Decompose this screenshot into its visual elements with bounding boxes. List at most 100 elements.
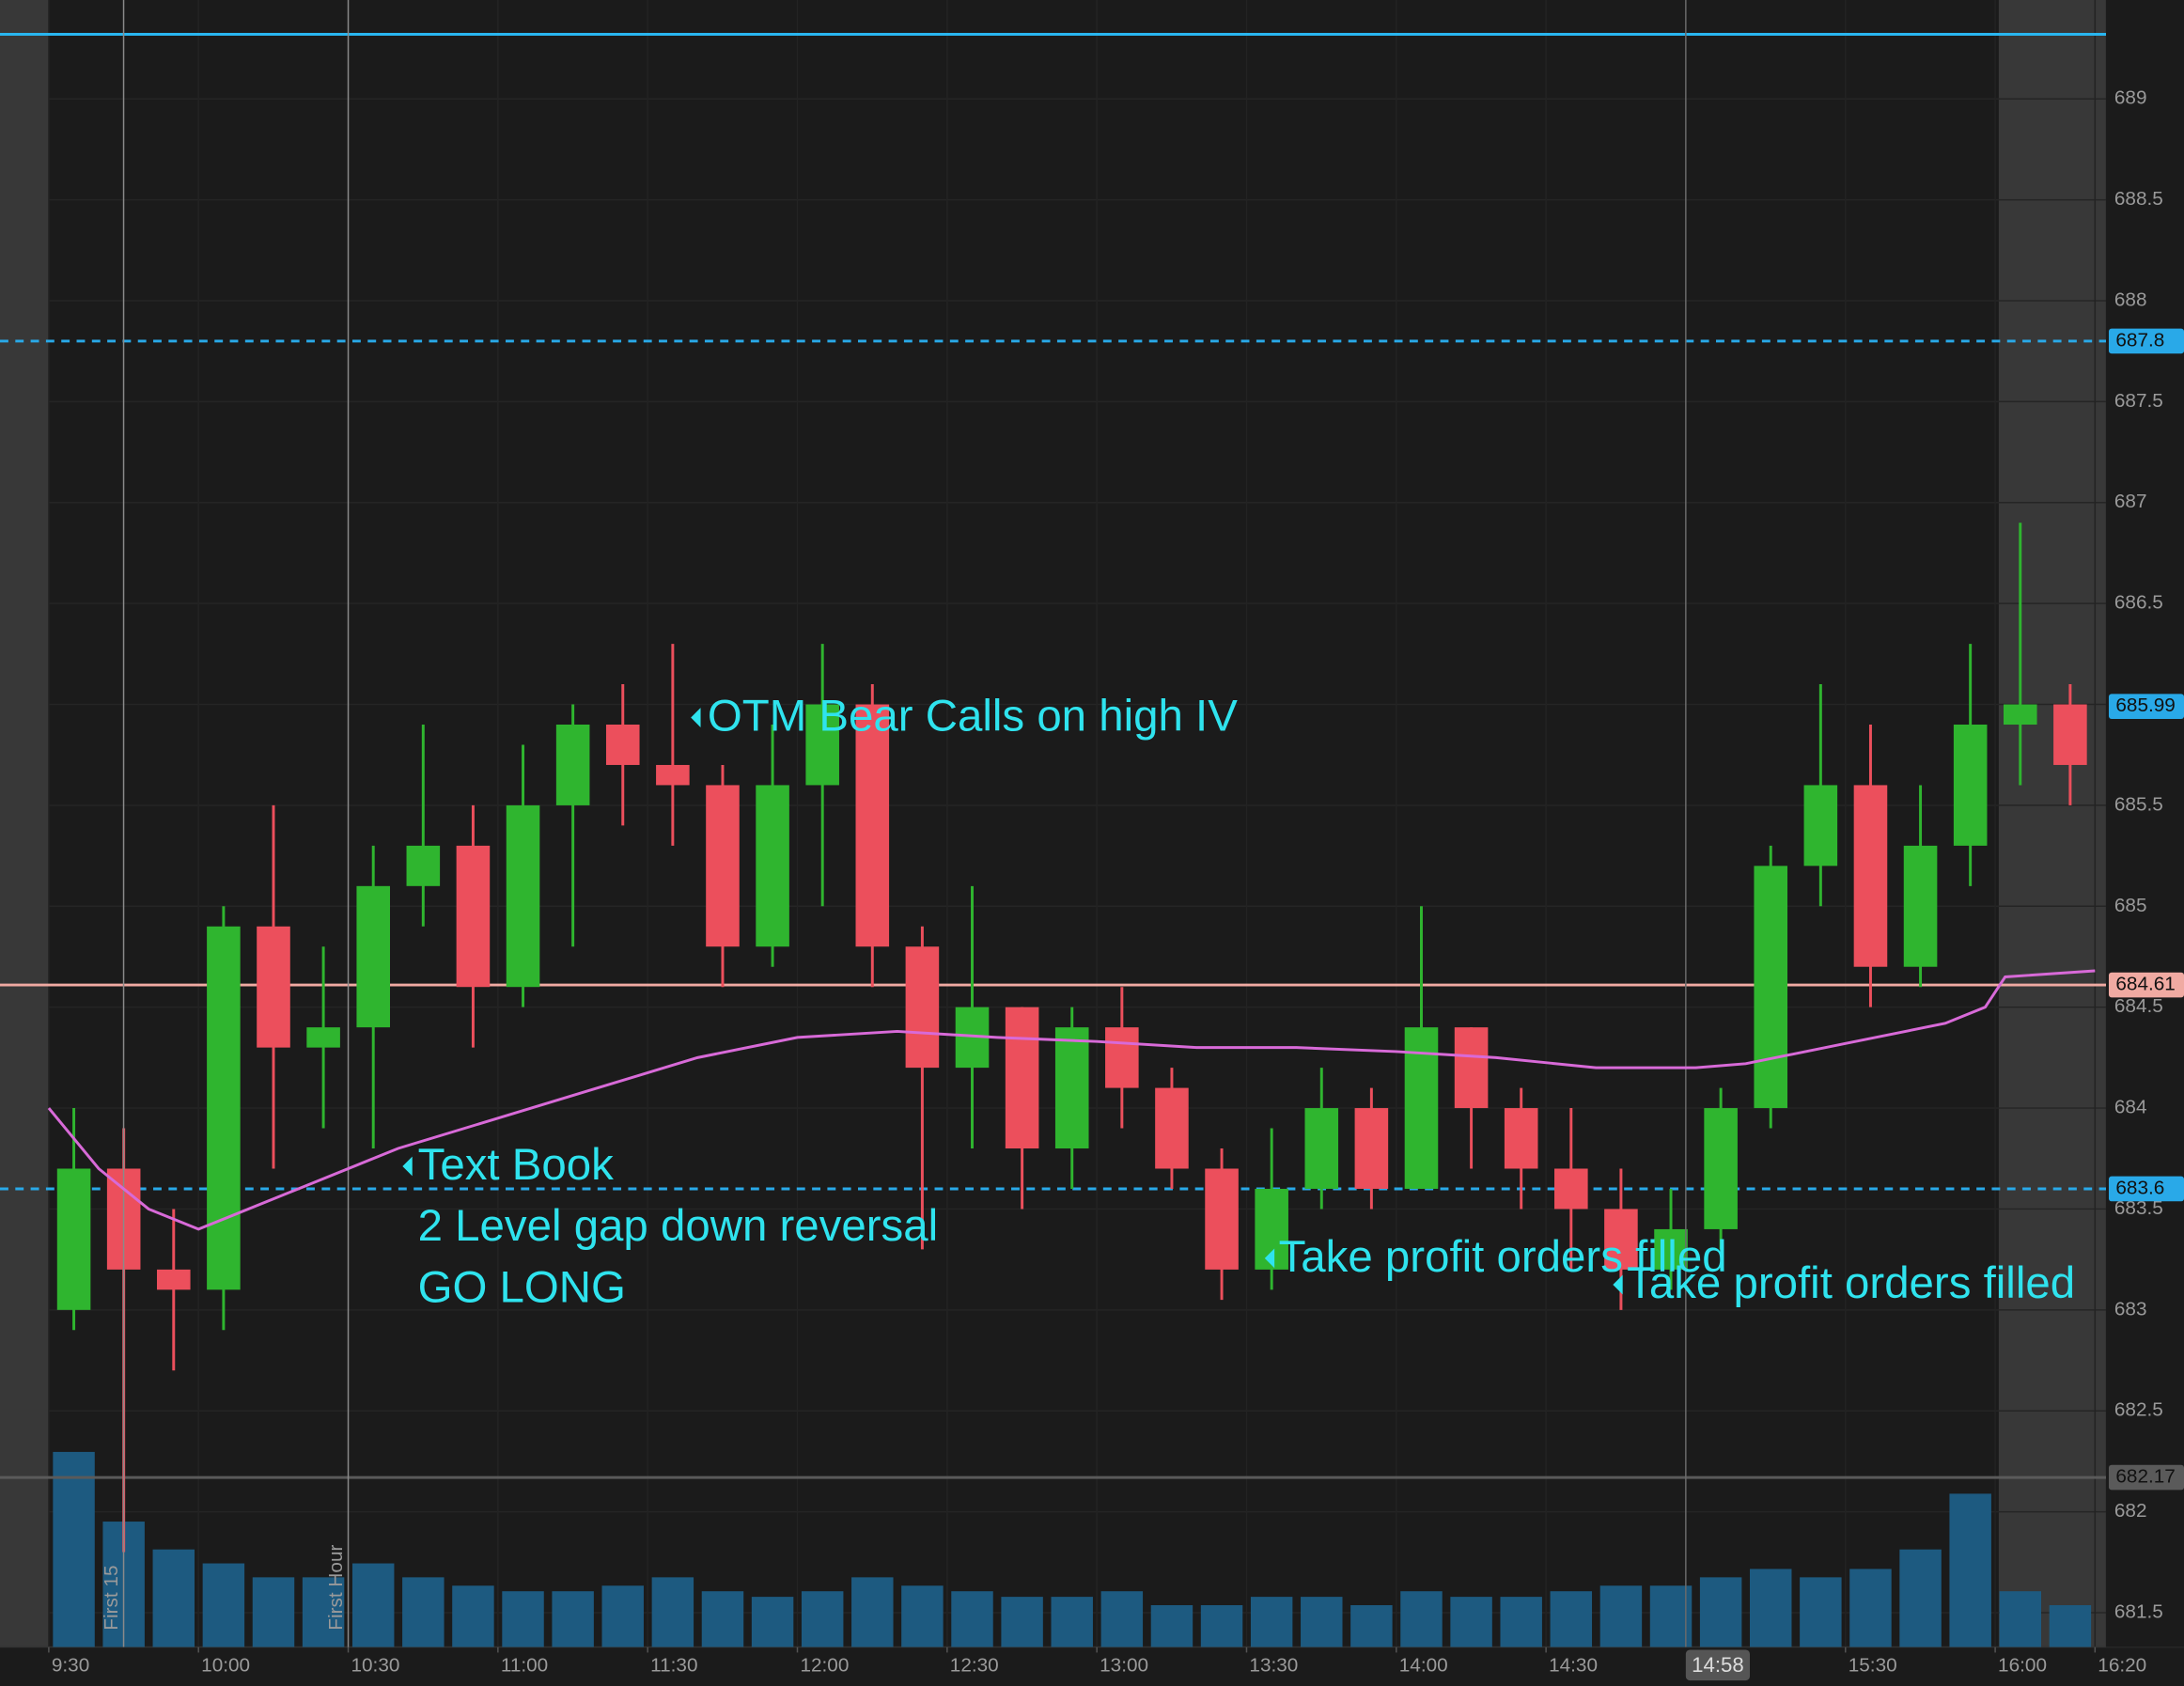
axes: 681.5 682 682.5 683 683.5 684 684.5 685 685.5 686… bbox=[48, 87, 2184, 1681]
volume-bar bbox=[1550, 1591, 1593, 1647]
overlay: First 15 First Hour bbox=[47, 0, 2096, 1647]
x-tick-label: 11:00 bbox=[501, 1655, 548, 1677]
y-tick-label: 682.5 bbox=[2114, 1399, 2163, 1421]
candle-body bbox=[756, 785, 789, 947]
price-tag-label: 684.61 bbox=[2115, 974, 2175, 995]
candle-body bbox=[456, 845, 491, 988]
annotation: Text Book bbox=[418, 1140, 614, 1190]
volume-bar bbox=[651, 1577, 694, 1647]
volume-bar bbox=[751, 1597, 794, 1647]
x-tick-label: 11:30 bbox=[650, 1655, 697, 1677]
y-tick-label: 685.5 bbox=[2114, 793, 2163, 815]
x-tick-label: 13:30 bbox=[1249, 1655, 1298, 1677]
annotation: Take profit orders filled bbox=[1627, 1258, 2075, 1308]
y-tick-label: 686.5 bbox=[2114, 592, 2163, 614]
price-tag-label: 683.6 bbox=[2115, 1177, 2164, 1198]
y-tick-label: 688.5 bbox=[2114, 188, 2163, 210]
candle-body bbox=[605, 725, 640, 765]
volume-bar bbox=[1949, 1493, 1991, 1647]
y-tick-label: 683 bbox=[2114, 1298, 2147, 1319]
x-tick-label: 10:00 bbox=[201, 1655, 250, 1677]
x-tick-label: 16:20 bbox=[2098, 1655, 2146, 1677]
candle-body bbox=[1054, 1027, 1089, 1149]
y-tick-label: 688 bbox=[2114, 289, 2147, 310]
annotation-marker bbox=[691, 708, 701, 727]
candle-body bbox=[356, 885, 390, 1028]
volume-bar bbox=[1400, 1591, 1443, 1647]
price-axis bbox=[2106, 0, 2184, 1647]
candle-body bbox=[257, 926, 290, 1048]
y-tick-label: 689 bbox=[2114, 87, 2147, 109]
candle-body bbox=[1554, 1168, 1588, 1210]
annotation-marker bbox=[1613, 1274, 1623, 1295]
candle-body bbox=[905, 946, 940, 1069]
candle-body bbox=[506, 804, 540, 988]
candle-body bbox=[1105, 1027, 1139, 1088]
volume-bar bbox=[1200, 1605, 1243, 1647]
x-tick-label: 9:30 bbox=[52, 1655, 89, 1677]
annotation: Take profit orders filled bbox=[1279, 1232, 1727, 1282]
volume-bar bbox=[1450, 1597, 1492, 1647]
last-price-tag bbox=[2108, 694, 2184, 720]
volume-bar bbox=[951, 1591, 993, 1647]
volume-bar bbox=[452, 1585, 494, 1647]
y-tick-label: 682 bbox=[2114, 1500, 2147, 1522]
volume-bar bbox=[502, 1591, 544, 1647]
volume-bar bbox=[2049, 1605, 2092, 1647]
annotation-marker bbox=[1264, 1248, 1275, 1269]
volume-bar bbox=[801, 1591, 844, 1647]
candle-body bbox=[1005, 1007, 1039, 1149]
postmarket-shade bbox=[1998, 0, 2106, 1647]
volume-bar bbox=[252, 1577, 295, 1647]
candle-body bbox=[1903, 845, 1938, 967]
price-tag bbox=[2108, 1176, 2184, 1202]
volume-bar bbox=[202, 1563, 245, 1647]
annotation: 2 Level gap down reversal bbox=[418, 1201, 939, 1251]
candle-body bbox=[555, 725, 590, 805]
volume-bar bbox=[1301, 1597, 1343, 1647]
candle-body bbox=[1853, 785, 1888, 967]
volume-bar bbox=[901, 1585, 944, 1647]
volume-bar bbox=[1250, 1597, 1293, 1647]
x-tick-label: 16:00 bbox=[1998, 1655, 2047, 1677]
x-tick-label: 12:00 bbox=[800, 1655, 849, 1677]
volume-bar bbox=[1800, 1577, 1842, 1647]
volume-bar bbox=[402, 1577, 445, 1647]
candle-body bbox=[1205, 1168, 1239, 1270]
cursor-tag bbox=[1685, 1649, 1751, 1681]
volume-bar bbox=[1051, 1597, 1093, 1647]
volume-bar bbox=[302, 1577, 345, 1647]
price-tag-label: 687.8 bbox=[2115, 329, 2164, 351]
volume-bar bbox=[152, 1549, 195, 1647]
volume-bar bbox=[1350, 1605, 1393, 1647]
marker-label: First 15 bbox=[101, 1565, 122, 1630]
y-tick-label: 687 bbox=[2114, 491, 2147, 512]
annotation: OTM Bear Calls on high IV bbox=[708, 692, 1238, 742]
x-tick-label: 12:30 bbox=[950, 1655, 999, 1677]
price-tag bbox=[2108, 1464, 2184, 1491]
x-tick-label: 15:30 bbox=[1849, 1655, 1897, 1677]
candle-body bbox=[1604, 1209, 1638, 1270]
volume-bar bbox=[1699, 1577, 1742, 1647]
y-tick-label: 685 bbox=[2114, 895, 2147, 916]
price-tag bbox=[2108, 328, 2184, 354]
volume-bar bbox=[552, 1591, 594, 1647]
candle-body bbox=[855, 704, 890, 947]
volume-bar bbox=[701, 1591, 744, 1647]
volume-bar bbox=[1599, 1585, 1643, 1647]
candle-body bbox=[1803, 785, 1838, 866]
marker-label: First Hour bbox=[325, 1545, 347, 1631]
volume-bar bbox=[1500, 1597, 1542, 1647]
volume-pane bbox=[53, 1451, 2092, 1647]
price-tag-label: 682.17 bbox=[2115, 1466, 2175, 1488]
candle-body bbox=[1754, 866, 1788, 1109]
y-tick-label: 687.5 bbox=[2114, 390, 2163, 412]
candle-body bbox=[1304, 1108, 1339, 1189]
volume-bar bbox=[53, 1451, 95, 1647]
volume-bar bbox=[1899, 1549, 1942, 1647]
candle-body bbox=[1454, 1027, 1489, 1109]
candle-body bbox=[1654, 1228, 1688, 1270]
volume-bar bbox=[351, 1563, 395, 1647]
